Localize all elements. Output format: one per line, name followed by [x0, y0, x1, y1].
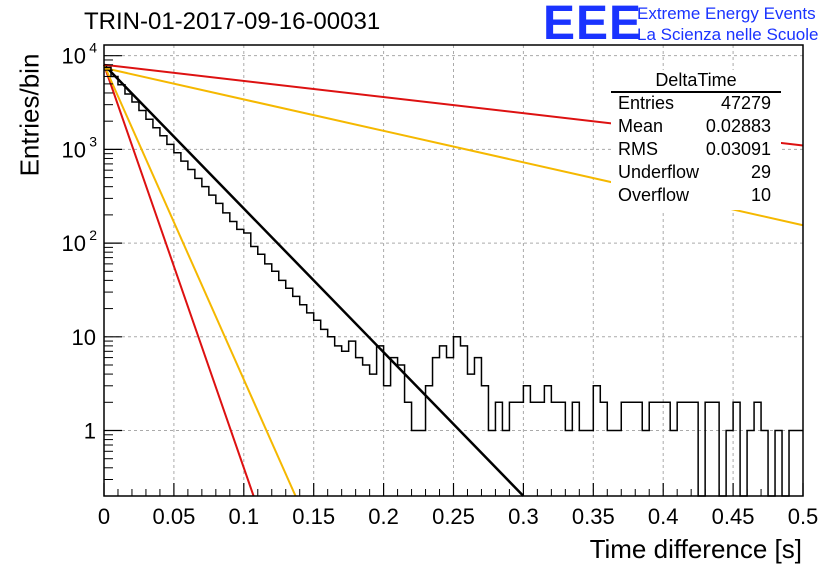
x-tick-label: 0.45 — [712, 504, 755, 529]
x-tick-label: 0.1 — [229, 504, 260, 529]
stats-row-entries: Entries 47279 — [618, 93, 771, 116]
stats-row-underflow: Underflow 29 — [618, 162, 771, 185]
stats-key: RMS — [618, 139, 658, 159]
x-tick-label: 0.25 — [432, 504, 475, 529]
x-tick-label: 0.4 — [648, 504, 679, 529]
logo-tagline-1: Extreme Energy Events — [637, 4, 816, 23]
y-axis-label: Entries/bin — [14, 53, 45, 177]
stats-value: 10 — [750, 185, 771, 205]
stats-key: Mean — [618, 116, 664, 136]
stats-value: 29 — [750, 162, 771, 182]
x-tick-label: 0.35 — [572, 504, 615, 529]
stats-key: Entries — [618, 93, 675, 113]
x-tick-label: 0.5 — [788, 504, 819, 529]
stats-row-rms: RMS 0.03091 — [618, 139, 771, 162]
y-tick-label: 10 — [72, 325, 96, 350]
y-tick-label: 10 — [62, 231, 86, 256]
stats-box: DeltaTime Entries 47279 Mean 0.02883 RMS… — [611, 70, 781, 210]
stats-title: DeltaTime — [655, 70, 737, 90]
y-tick-exponent: 3 — [89, 133, 97, 149]
stats-divider — [611, 91, 781, 93]
x-tick-label: 0.3 — [508, 504, 539, 529]
stats-row-mean: Mean 0.02883 — [618, 116, 771, 139]
fit-line — [103, 64, 255, 497]
logo-tagline-2: La Scienza nelle Scuole — [637, 25, 819, 44]
fit-line — [103, 63, 525, 497]
x-tick-label: 0 — [98, 504, 110, 529]
y-tick-label: 10 — [62, 137, 86, 162]
y-tick-exponent: 2 — [89, 227, 97, 243]
y-tick-label: 10 — [62, 44, 86, 69]
stats-value: 0.03091 — [705, 139, 771, 159]
x-tick-label: 0.05 — [152, 504, 195, 529]
x-tick-label: 0.15 — [292, 504, 335, 529]
x-axis-ticks: 0 0.05 0.1 0.15 0.2 0.25 0.3 0.35 0.4 0.45 0.5 — [98, 483, 818, 529]
y-tick-exponent: 4 — [89, 40, 97, 56]
y-tick-label: 1 — [84, 419, 96, 444]
x-axis-label: Time difference [s] — [589, 534, 802, 564]
x-tick-label: 0.2 — [368, 504, 399, 529]
stats-key: Overflow — [618, 185, 690, 205]
histogram-series — [104, 66, 803, 497]
stats-value: 0.02883 — [705, 116, 771, 136]
stats-value: 47279 — [720, 93, 771, 113]
eee-logo: EEE — [543, 0, 643, 50]
stats-row-overflow: Overflow 10 — [618, 185, 771, 208]
fit-line — [103, 64, 297, 497]
stats-key: Underflow — [618, 162, 700, 182]
chart-title: TRIN-01-2017-09-16-00031 — [84, 8, 381, 35]
histogram-line — [104, 66, 803, 497]
